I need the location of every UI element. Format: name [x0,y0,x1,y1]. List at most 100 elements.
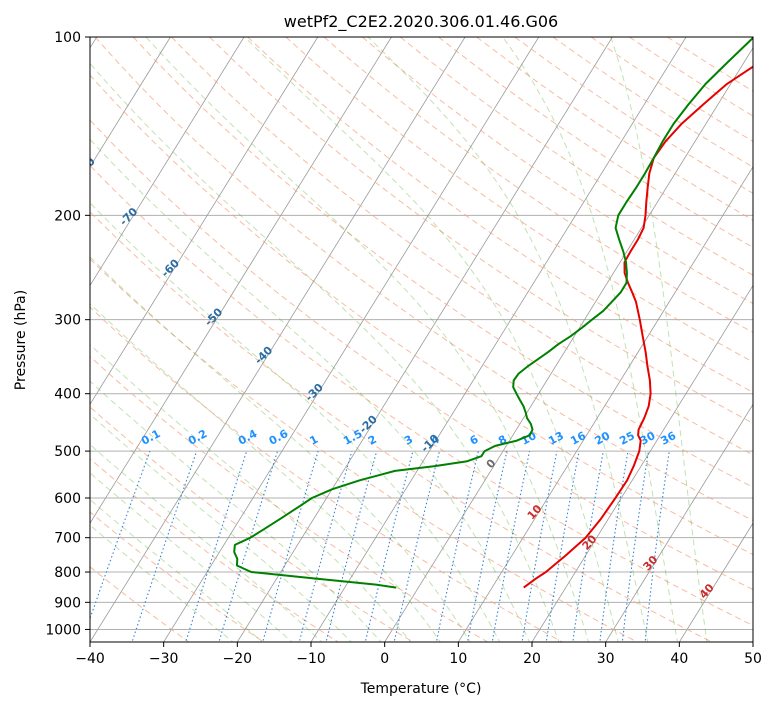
mixing-ratio-label: 10 [519,429,539,448]
dry-adiabat-line [90,119,753,591]
x-tick-label: 50 [744,651,762,667]
mixing-ratio-label: 3 [402,433,415,448]
mixing-ratio-label: 20 [593,429,613,448]
mixing-ratio-label: 2 [366,433,379,448]
moist-adiabat-line [90,472,293,642]
mixing-ratio-label: 13 [546,429,566,448]
isotherm-line [531,284,753,642]
isotherm-line [90,37,245,287]
y-tick-label: 700 [54,531,81,547]
dry-adiabat-line [171,37,753,456]
isotherm-label: -80 [75,155,98,178]
mixing-ratio-line [325,450,378,642]
mixing-ratio-label: 0.2 [186,427,209,448]
isotherm-line [752,641,753,642]
moist-adiabat-label: 40 [697,581,717,601]
moist-adiabat-line [90,443,323,642]
y-tick-label: 1000 [45,622,81,638]
isotherm-label: -90 [32,104,55,127]
plot-series [233,37,753,589]
moist-adiabat-line [244,37,619,642]
dry-adiabat-line [209,37,753,424]
isotherm-line [678,522,753,642]
y-tick-label: 800 [54,565,81,581]
isotherm-line [605,403,753,642]
isotherm-label: -50 [202,305,225,328]
mixing-ratio-label: 30 [638,429,658,448]
mixing-ratio-line [435,450,479,642]
dewpoint-profile-line [233,37,753,589]
isotherm-line [90,37,319,406]
moist-adiabat-line [502,37,678,642]
y-tick-label: 100 [54,30,81,46]
y-axis: 100 200 300 400 500 600 700 800 900 1000 [45,30,90,638]
moist-adiabat-line [90,138,530,642]
x-axis: −40 −30 −20 −10 0 10 20 30 40 50 [75,642,762,667]
moist-adiabat-line [90,380,382,642]
x-tick-label: 0 [380,651,389,667]
isotherm-line [163,37,540,642]
moist-adiabat-line [90,202,501,642]
dry-adiabat-line [323,37,753,334]
x-tick-label: −40 [75,651,105,667]
isotherm-line [90,37,392,524]
y-axis-title: Pressure (hPa) [13,290,29,390]
y-tick-label: 200 [54,208,81,224]
moist-adiabat-line [145,37,590,642]
mixing-ratio-line [298,450,353,642]
x-tick-label: 10 [449,651,467,667]
isotherm-line [384,47,753,642]
isotherm-label: -70 [117,205,140,228]
x-tick-label: −20 [223,651,253,667]
mixing-ratio-line [131,450,198,642]
dry-adiabat-line [90,406,414,642]
isotherm-line [310,37,687,642]
mixing-ratio-line [218,450,279,642]
mixing-ratio-label: 0.4 [236,427,260,448]
dry-adiabat-line [667,37,753,92]
mixing-ratio-label: 16 [568,429,588,448]
isotherm-label: -40 [252,344,275,367]
dry-adiabat-line [90,306,564,642]
mixing-ratio-line [364,450,414,642]
moist-adiabat-label: 0 [484,456,499,471]
dry-adiabat-line [90,211,713,642]
dry-adiabat-line [90,74,753,556]
moist-adiabat-line [90,343,412,642]
y-tick-label: 900 [54,595,81,611]
x-tick-label: −10 [296,651,326,667]
dry-adiabat-line [90,355,489,642]
moist-adiabat-line [90,413,353,642]
dry-adiabat-line [94,37,753,522]
y-tick-label: 500 [54,444,81,460]
moist-adiabat-label: 20 [580,532,600,552]
mixing-ratio-label: 25 [617,429,637,448]
mixing-ratio-label: 0.6 [267,427,291,448]
dry-adiabat-line [90,164,753,627]
moist-adiabat-line [90,302,442,642]
x-tick-label: 20 [523,651,541,667]
isotherm-line [457,165,753,642]
temperature-profile-line [523,65,753,589]
dry-adiabat-line [90,458,340,642]
plot-frame [89,36,754,643]
moist-adiabat-line [367,37,649,642]
y-tick-label: 600 [54,491,81,507]
moist-adiabat-line [90,256,471,642]
mixing-ratio-line [491,450,531,642]
x-tick-label: −30 [149,651,179,667]
moist-adiabat-label: 30 [641,553,661,573]
y-tick-label: 300 [54,313,81,329]
dry-adiabat-line [132,37,753,488]
mixing-ratio-line [644,451,670,642]
mixing-ratio-label: 0.1 [139,427,162,448]
mixing-ratio-line [393,450,441,642]
mixing-ratio-line [521,450,558,642]
isotherm-line [90,37,466,642]
dry-adiabat-line [590,37,753,142]
isotherm-label: -100 [0,51,16,80]
moist-adiabat-line [610,37,708,642]
moist-adiabat-line [90,524,234,642]
mixing-ratio-label: 1 [307,433,320,448]
